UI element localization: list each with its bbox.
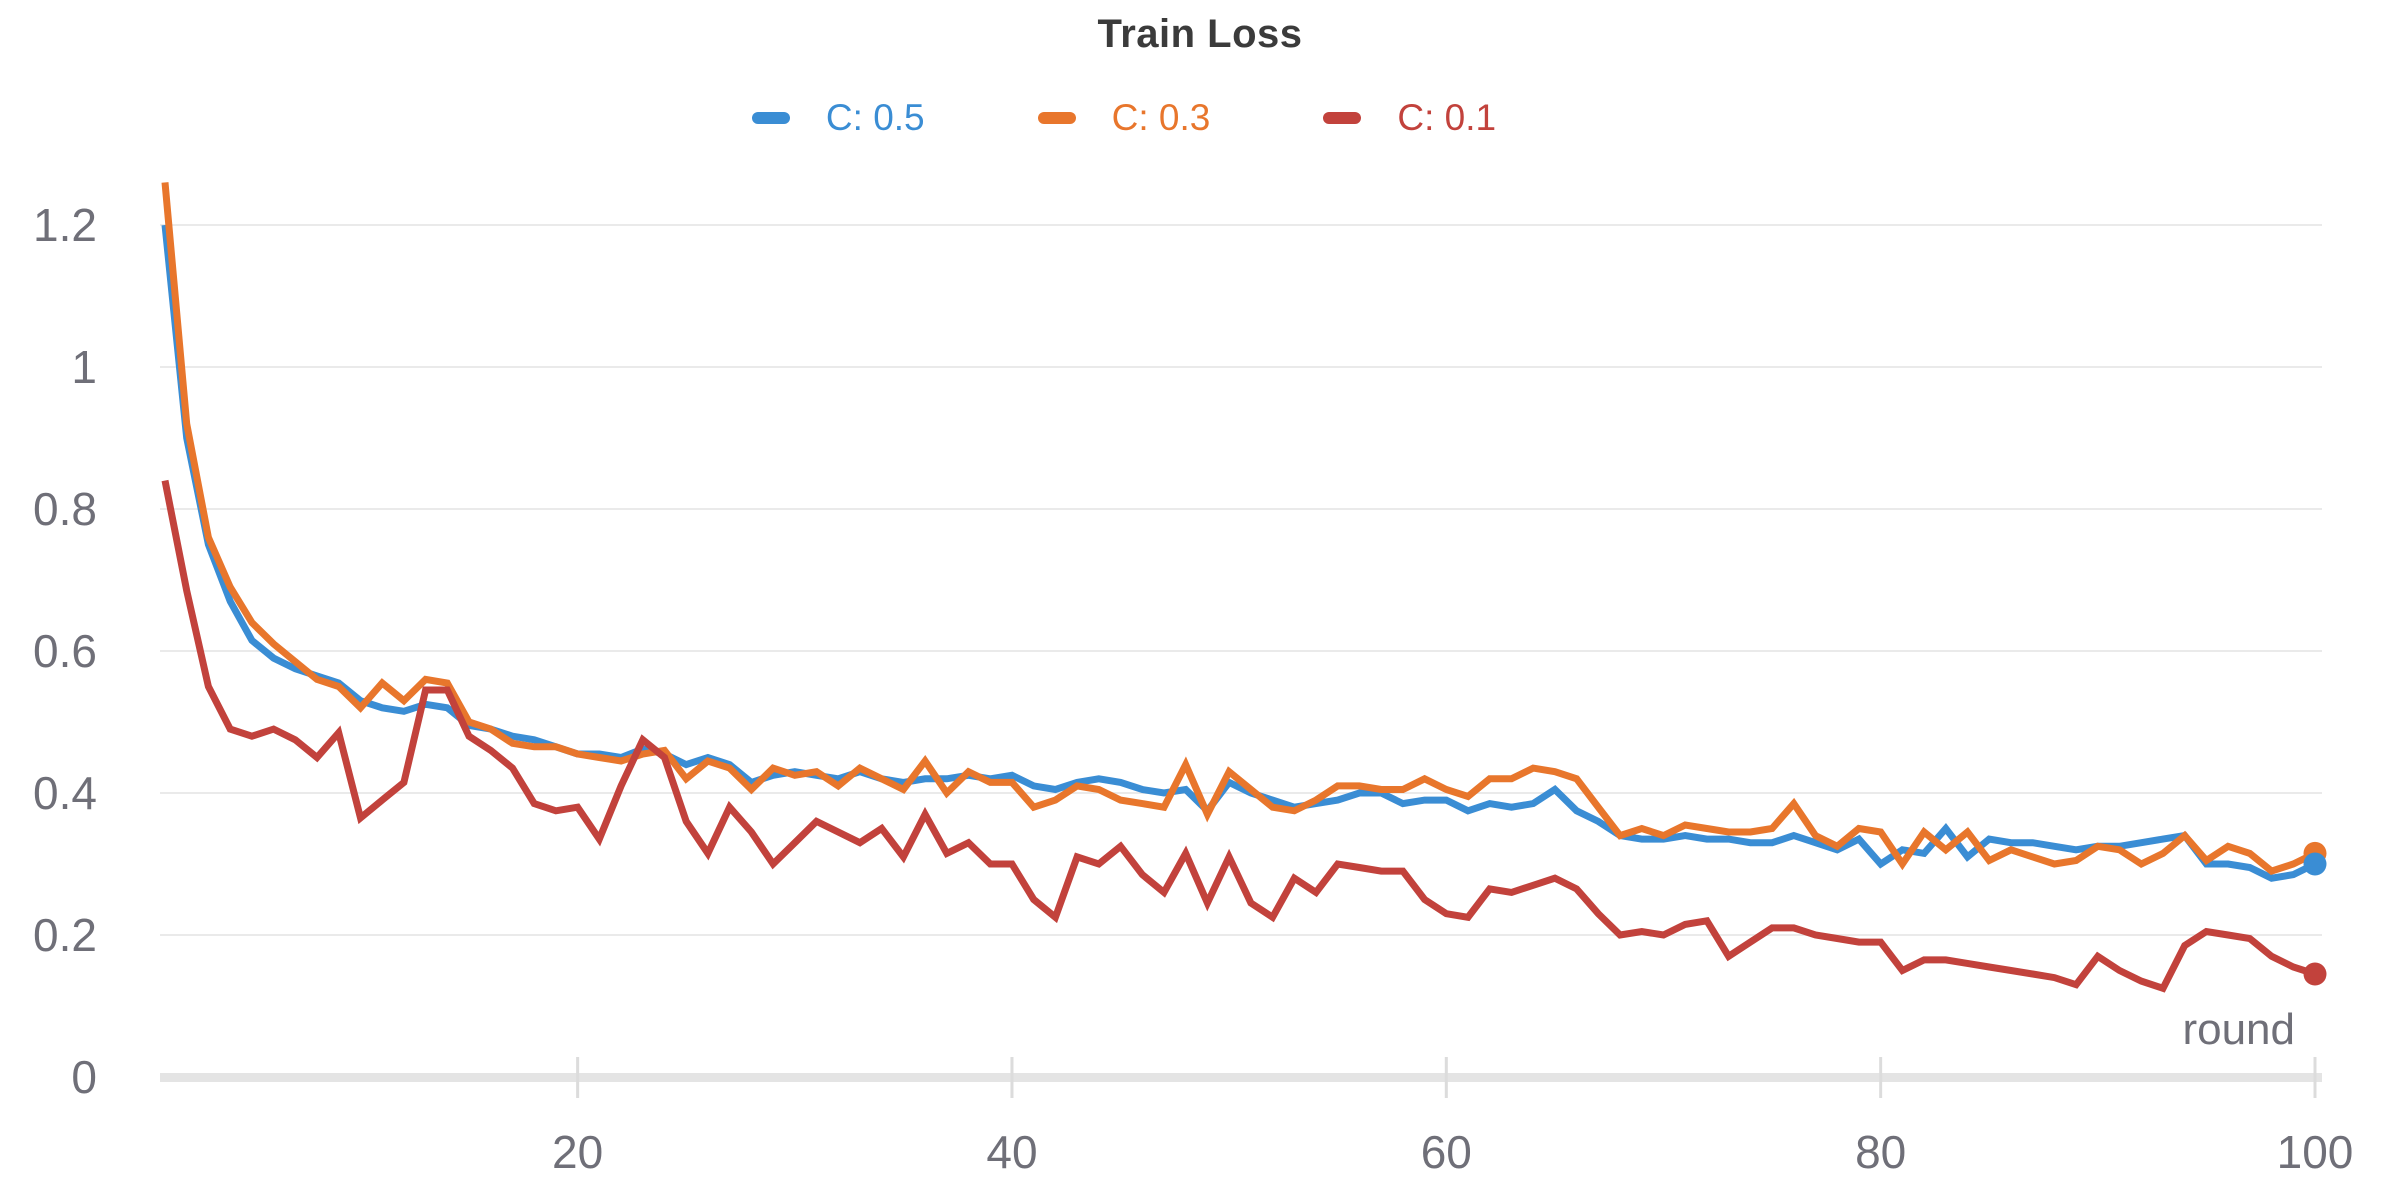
end-dot-0 bbox=[2303, 852, 2327, 876]
legend-item-c-0-3[interactable]: C: 0.3 bbox=[1037, 97, 1211, 139]
chart-title: Train Loss bbox=[1097, 12, 1303, 56]
y-tick-label: 0.8 bbox=[33, 483, 97, 535]
y-tick-label: 1.2 bbox=[33, 199, 97, 251]
legend: C: 0.5 C: 0.3 C: 0.1 bbox=[0, 97, 2324, 139]
series-line-1 bbox=[161, 182, 2317, 876]
y-tick-label: 1 bbox=[71, 341, 97, 393]
x-tick-label: 20 bbox=[552, 1126, 603, 1178]
legend-swatch-icon bbox=[1037, 112, 1076, 124]
y-tick-label: 0.2 bbox=[33, 909, 97, 961]
y-tick-label: 0.6 bbox=[33, 625, 97, 677]
legend-label: C: 0.3 bbox=[1111, 97, 1211, 138]
end-dot-2 bbox=[2303, 962, 2327, 986]
x-axis-line bbox=[160, 1073, 2322, 1082]
x-tick-label: 60 bbox=[1421, 1126, 1472, 1178]
x-axis-title: round bbox=[2182, 1005, 2295, 1054]
x-tick-label: 80 bbox=[1855, 1126, 1906, 1178]
series-line-2 bbox=[161, 479, 2317, 993]
legend-swatch-icon bbox=[1323, 112, 1362, 124]
y-tick-label: 0 bbox=[71, 1051, 97, 1103]
legend-swatch-icon bbox=[751, 112, 790, 124]
y-tick-label: 0.4 bbox=[33, 767, 97, 819]
legend-label: C: 0.5 bbox=[825, 97, 925, 138]
x-tick-label: 40 bbox=[986, 1126, 1037, 1178]
legend-item-c-0-5[interactable]: C: 0.5 bbox=[751, 97, 925, 139]
legend-label: C: 0.1 bbox=[1397, 97, 1497, 138]
x-tick-label: 100 bbox=[2277, 1126, 2354, 1178]
legend-item-c-0-1[interactable]: C: 0.1 bbox=[1323, 97, 1496, 139]
